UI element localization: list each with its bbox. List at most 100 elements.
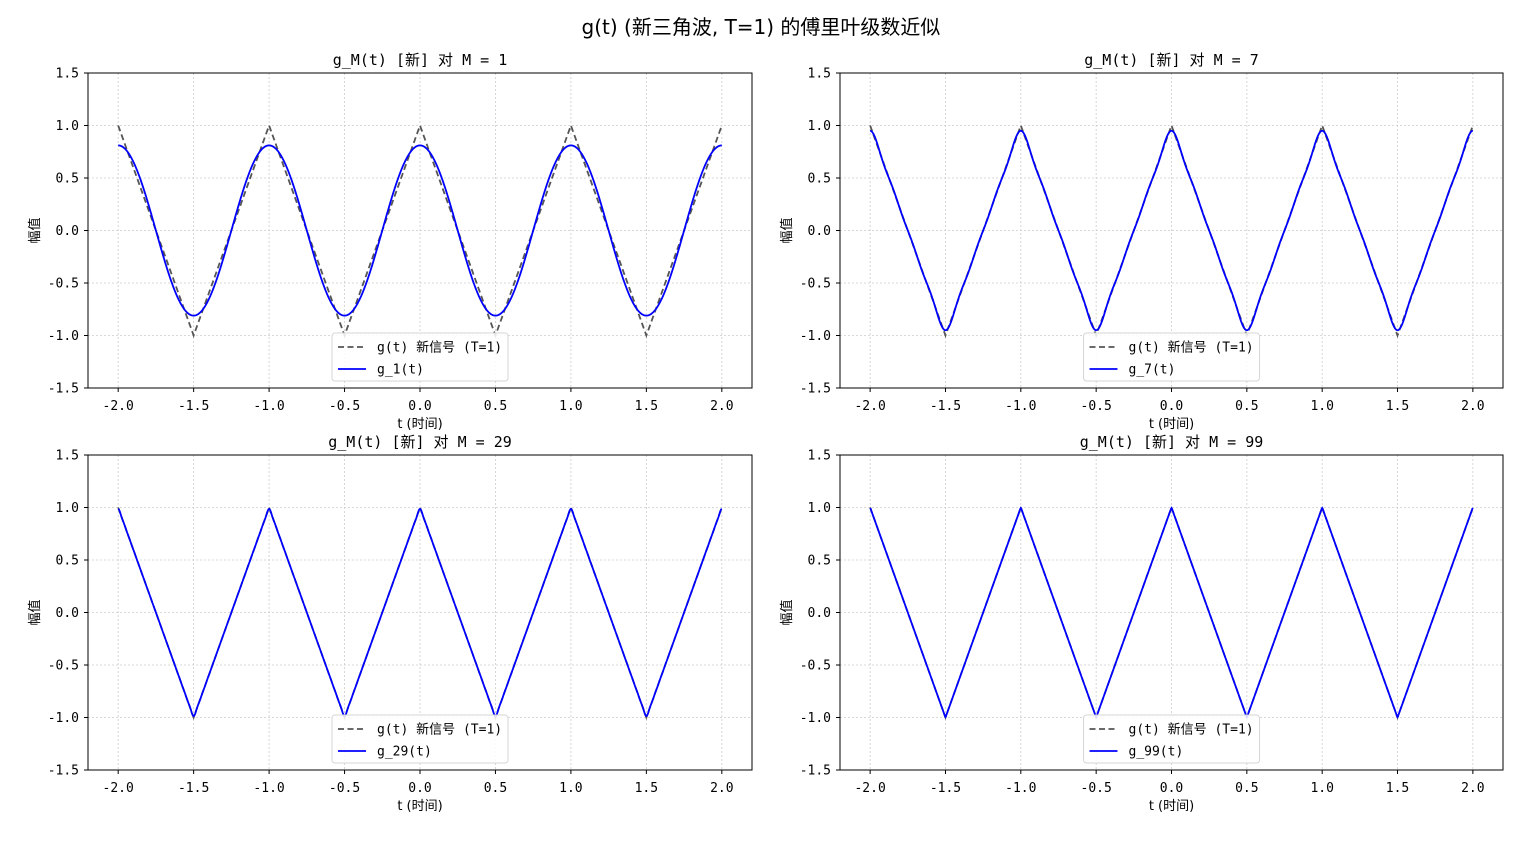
x-tick-label: -1.0 — [253, 781, 284, 796]
subplot-title: g_M(t) [新] 对 M = 29 — [328, 433, 512, 451]
axes-frame — [839, 454, 1504, 771]
figure-suptitle: g(t) (新三角波, T=1) 的傅里叶级数近似 — [582, 15, 941, 39]
legend-box — [331, 332, 509, 382]
x-tick-label: 1.5 — [1386, 781, 1409, 796]
x-tick-label: -2.0 — [103, 399, 134, 414]
legend-label-approx: g_29(t) — [377, 745, 432, 760]
subplot-title: g_M(t) [新] 对 M = 99 — [1080, 433, 1264, 451]
y-tick-label: 0.5 — [56, 554, 79, 569]
x-tick-label: -0.5 — [1081, 399, 1112, 414]
y-tick-label: 0.0 — [808, 224, 831, 239]
y-tick-label: 0.0 — [808, 606, 831, 621]
legend-label-original: g(t) 新信号 (T=1) — [377, 340, 502, 356]
y-tick-label: 1.0 — [56, 501, 79, 516]
y-tick-label: 1.5 — [808, 67, 831, 82]
y-tick-label: -1.5 — [48, 764, 79, 779]
y-tick-label: 1.0 — [808, 119, 831, 134]
x-tick-label: 2.0 — [710, 399, 733, 414]
y-tick-label: 1.0 — [808, 501, 831, 516]
subplot-m-7: g_M(t) [新] 对 M = 7 -2.0 -1.5 -1.0 -0.5 0.0 0.5… — [779, 51, 1504, 432]
x-tick-label: -1.0 — [1005, 399, 1036, 414]
y-tick-label: 0.0 — [56, 606, 79, 621]
y-tick-label: -1.0 — [800, 329, 831, 344]
x-tick-label: 0.5 — [1235, 781, 1258, 796]
x-tick-label: -1.0 — [253, 399, 284, 414]
y-tick-label: -1.5 — [800, 764, 831, 779]
axes-frame — [87, 72, 753, 389]
y-tick-label: -1.5 — [800, 382, 831, 397]
series-line-approx — [869, 506, 1474, 719]
y-axis-label: 幅值 — [779, 217, 795, 243]
x-tick-label: 0.0 — [1160, 781, 1183, 796]
x-tick-label: -0.5 — [329, 781, 360, 796]
x-axis-label: t (时间) — [1149, 417, 1194, 432]
y-tick-label: 1.5 — [808, 449, 831, 464]
y-tick-label: 0.5 — [56, 172, 79, 187]
y-tick-label: -1.5 — [48, 382, 79, 397]
x-tick-label: -1.5 — [930, 399, 961, 414]
x-tick-label: -1.5 — [930, 781, 961, 796]
series-line-approx — [117, 507, 723, 718]
legend-label-approx: g_7(t) — [1129, 363, 1176, 378]
x-tick-label: 1.0 — [559, 781, 582, 796]
legend-box — [1083, 332, 1260, 382]
axes-frame — [839, 72, 1504, 389]
y-tick-label: 1.5 — [56, 67, 79, 82]
y-tick-label: 0.5 — [808, 172, 831, 187]
x-tick-label: -1.0 — [1005, 781, 1036, 796]
x-tick-label: -0.5 — [329, 399, 360, 414]
x-tick-label: 2.0 — [1461, 399, 1484, 414]
series-line-approx — [118, 144, 722, 317]
legend: g(t) 新信号 (T=1) g_7(t) — [1083, 332, 1260, 382]
x-tick-label: 1.5 — [635, 781, 658, 796]
y-tick-label: 0.0 — [56, 224, 79, 239]
x-tick-label: 0.5 — [484, 781, 507, 796]
y-axis-label: 幅值 — [779, 599, 795, 625]
legend: g(t) 新信号 (T=1) g_29(t) — [331, 714, 509, 764]
legend-label-original: g(t) 新信号 (T=1) — [1129, 722, 1254, 738]
y-tick-label: 1.0 — [56, 119, 79, 134]
legend-box — [331, 714, 509, 764]
x-tick-label: 1.0 — [1310, 399, 1333, 414]
x-tick-label: -2.0 — [854, 399, 885, 414]
y-axis-label: 幅值 — [27, 217, 43, 243]
x-tick-label: 0.0 — [408, 781, 431, 796]
x-tick-label: 2.0 — [710, 781, 733, 796]
y-tick-label: -1.0 — [800, 711, 831, 726]
subplot-m-99: g_M(t) [新] 对 M = 99 -2.0 -1.5 -1.0 -0.5 0.0 0.… — [779, 433, 1504, 814]
legend-label-approx: g_1(t) — [377, 363, 424, 378]
subplot-m-29: g_M(t) [新] 对 M = 29 -2.0 -1.5 -1.0 -0.5 0.0 0.… — [27, 433, 753, 814]
subplot-grid: g_M(t) [新] 对 M = 1 -2.0 -1.5 -1.0 -0.5 0.0 0.5… — [27, 51, 1504, 814]
x-tick-label: 0.5 — [484, 399, 507, 414]
x-tick-label: 1.0 — [1310, 781, 1333, 796]
x-tick-label: 0.0 — [408, 399, 431, 414]
y-tick-label: -1.0 — [48, 329, 79, 344]
series-line-approx — [869, 129, 1474, 332]
y-tick-label: -1.0 — [48, 711, 79, 726]
subplot-m-1: g_M(t) [新] 对 M = 1 -2.0 -1.5 -1.0 -0.5 0.0 0.5… — [27, 51, 753, 432]
y-tick-label: -0.5 — [800, 659, 831, 674]
x-tick-label: -0.5 — [1081, 781, 1112, 796]
x-tick-label: -2.0 — [854, 781, 885, 796]
x-tick-label: 2.0 — [1461, 781, 1484, 796]
legend: g(t) 新信号 (T=1) g_1(t) — [331, 332, 509, 382]
y-tick-label: 0.5 — [808, 554, 831, 569]
x-tick-label: 0.5 — [1235, 399, 1258, 414]
y-tick-label: -0.5 — [800, 277, 831, 292]
x-axis-label: t (时间) — [1149, 799, 1194, 814]
x-tick-label: 1.5 — [635, 399, 658, 414]
y-tick-label: -0.5 — [48, 659, 79, 674]
y-axis-label: 幅值 — [27, 599, 43, 625]
axes-frame — [87, 454, 753, 771]
x-tick-label: 0.0 — [1160, 399, 1183, 414]
y-tick-label: 1.5 — [56, 449, 79, 464]
series-line-original — [117, 122, 723, 339]
y-tick-label: -0.5 — [48, 277, 79, 292]
legend-label-approx: g_99(t) — [1129, 745, 1184, 760]
legend-label-original: g(t) 新信号 (T=1) — [377, 722, 502, 738]
x-tick-label: -1.5 — [178, 399, 209, 414]
x-tick-label: -2.0 — [103, 781, 134, 796]
legend-label-original: g(t) 新信号 (T=1) — [1129, 340, 1254, 356]
x-tick-label: 1.5 — [1386, 399, 1409, 414]
